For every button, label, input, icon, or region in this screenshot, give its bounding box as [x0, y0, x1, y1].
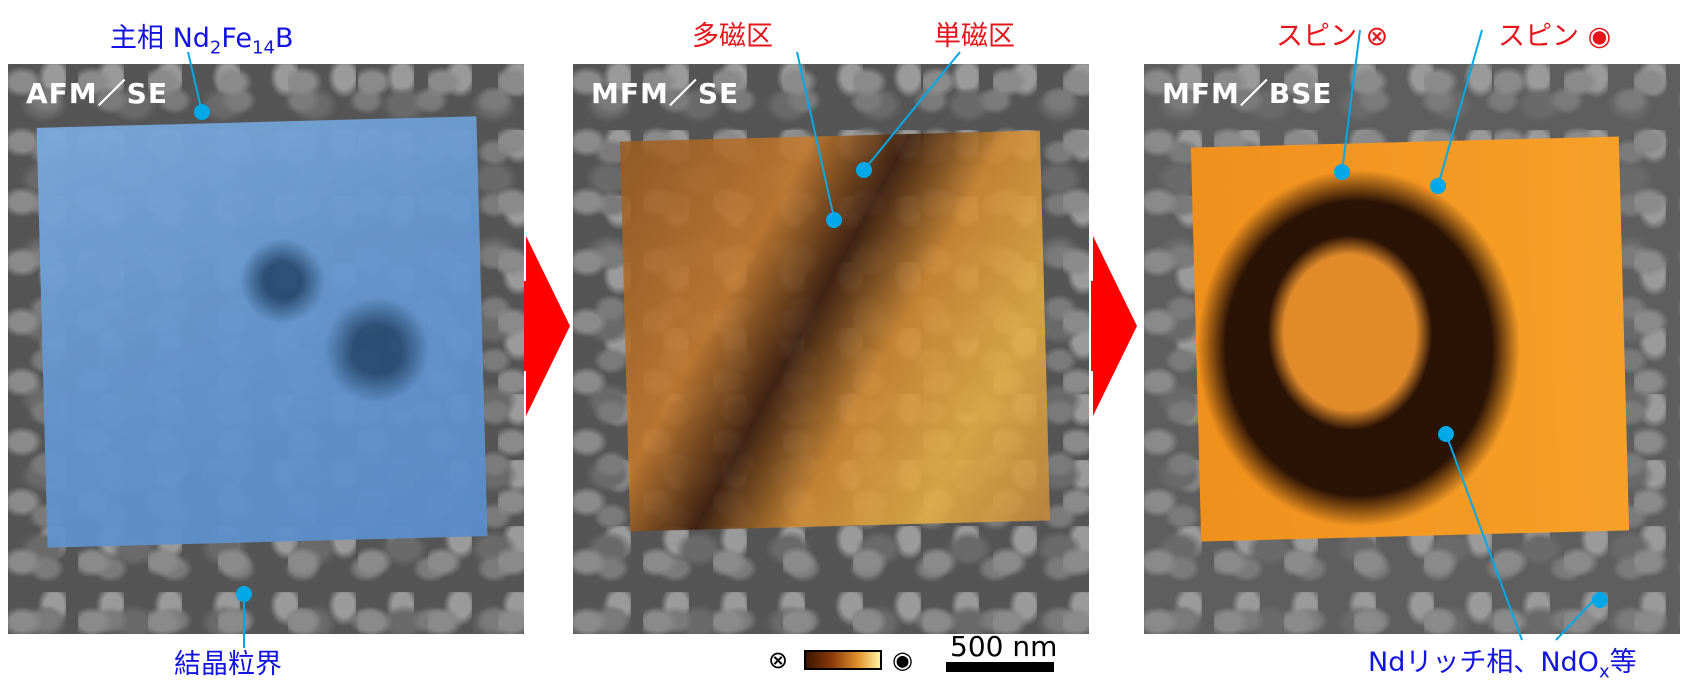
pointer-dot: [1438, 426, 1454, 442]
pointer-dot: [826, 212, 842, 228]
panel-label-afm-se: AFM／SE: [26, 77, 168, 110]
mfm-bse-panel: MFM／BSE: [1144, 64, 1680, 634]
spin-in-label: スピン ⊗: [1276, 21, 1389, 52]
scale-label: 500 nm: [950, 630, 1058, 663]
pointer-dot: [236, 586, 252, 602]
spin-out-symbol-icon: ◉: [1587, 21, 1612, 52]
panel-label-mfm-se: MFM／SE: [591, 77, 740, 110]
spin-out-label: スピン ◉: [1498, 21, 1612, 52]
single-domain-label: 単磁区: [934, 21, 1015, 52]
nd-rich-label: Ndリッチ相、NdOx等: [1368, 647, 1637, 682]
mfm-se-panel: MFM／SE: [573, 64, 1089, 634]
main-phase-label: 主相 Nd2Fe14B: [110, 23, 294, 59]
scale-bar: [946, 662, 1054, 672]
spin-in-symbol-icon: ⊗: [768, 646, 789, 674]
pointer-dot: [1334, 164, 1350, 180]
colorbar-gradient: [804, 650, 882, 670]
pointer-dot: [856, 162, 872, 178]
grain-boundary-label: 結晶粒界: [174, 649, 282, 680]
pointer-dot: [1430, 178, 1446, 194]
afm-se-panel: AFM／SE: [8, 64, 524, 634]
spin-out-symbol-icon: ◉: [892, 646, 913, 674]
pointer-dot: [194, 104, 210, 120]
right-arrow-icon: [526, 236, 570, 416]
right-arrow-icon: [1093, 236, 1137, 416]
pointer-dot: [1592, 592, 1608, 608]
multi-domain-label: 多磁区: [692, 21, 773, 52]
panel-label-mfm-bse: MFM／BSE: [1162, 77, 1333, 110]
